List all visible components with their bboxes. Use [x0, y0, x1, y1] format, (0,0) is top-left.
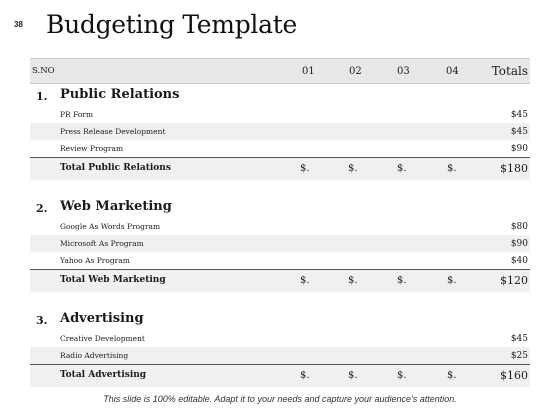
total-row: Total Web Marketing $. $. $. $. $120 [30, 269, 530, 292]
total-col-03: $. [397, 370, 407, 381]
total-col-01: $. [300, 275, 310, 286]
section-header: 2. Web Marketing [30, 196, 530, 218]
section-number: 3. [36, 314, 48, 327]
table-header: S.NO 01 02 03 04 Totals [30, 58, 530, 84]
section-number: 2. [36, 202, 48, 215]
item-label: Microsoft As Program [60, 239, 144, 248]
header-col-01: 01 [302, 66, 315, 77]
table-row: Press Release Development $45 [30, 123, 530, 140]
table-row: Review Program $90 [30, 140, 530, 157]
section-header: 3. Advertising [30, 308, 530, 330]
budget-table: S.NO 01 02 03 04 Totals 1. Public Relati… [30, 58, 530, 387]
item-label: Radio Advertising [60, 351, 129, 360]
table-row: Microsoft As Program $90 [30, 235, 530, 252]
table-row: Creative Development $45 [30, 330, 530, 347]
total-col-03: $. [397, 275, 407, 286]
footer-note: This slide is 100% editable. Adapt it to… [103, 394, 457, 404]
section-name: Advertising [60, 311, 144, 326]
total-col-04: $. [447, 275, 457, 286]
total-col-02: $. [348, 163, 358, 174]
header-col-04: 04 [446, 66, 459, 77]
total-row: Total Advertising $. $. $. $. $160 [30, 364, 530, 387]
total-col-02: $. [348, 370, 358, 381]
item-label: Creative Development [60, 334, 145, 343]
table-row: Radio Advertising $25 [30, 347, 530, 364]
item-amount: $80 [510, 222, 528, 232]
item-label: PR Form [60, 110, 94, 119]
total-col-01: $. [300, 163, 310, 174]
total-col-01: $. [300, 370, 310, 381]
header-col-02: 02 [349, 66, 362, 77]
section-name: Public Relations [60, 87, 180, 102]
table-row: Yahoo As Program $40 [30, 252, 530, 269]
total-label: Total Public Relations [60, 163, 171, 173]
table-row: PR Form $45 [30, 106, 530, 123]
header-sno: S.NO [32, 66, 55, 76]
item-amount: $90 [510, 144, 528, 154]
slide-number: 38 [14, 20, 23, 29]
item-label: Yahoo As Program [60, 256, 130, 265]
item-label: Review Program [60, 144, 124, 153]
section-number: 1. [36, 90, 48, 103]
total-row: Total Public Relations $. $. $. $. $180 [30, 157, 530, 180]
table-row: Google As Words Program $80 [30, 218, 530, 235]
item-amount: $45 [510, 334, 528, 344]
total-col-03: $. [397, 163, 407, 174]
item-label: Press Release Development [60, 127, 166, 136]
item-amount: $25 [510, 351, 528, 361]
section-header: 1. Public Relations [30, 84, 530, 106]
item-amount: $40 [510, 256, 528, 266]
total-col-04: $. [447, 163, 457, 174]
total-amount: $120 [500, 274, 528, 287]
total-col-04: $. [447, 370, 457, 381]
section-name: Web Marketing [60, 199, 172, 214]
total-col-02: $. [348, 275, 358, 286]
header-totals: Totals [491, 64, 528, 78]
page-title: Budgeting Template [46, 10, 297, 39]
total-amount: $180 [500, 162, 528, 175]
item-amount: $90 [510, 239, 528, 249]
item-amount: $45 [510, 110, 528, 120]
item-amount: $45 [510, 127, 528, 137]
total-label: Total Web Marketing [60, 275, 166, 285]
total-label: Total Advertising [60, 370, 147, 380]
header-col-03: 03 [397, 66, 410, 77]
total-amount: $160 [500, 369, 528, 382]
item-label: Google As Words Program [60, 222, 161, 231]
